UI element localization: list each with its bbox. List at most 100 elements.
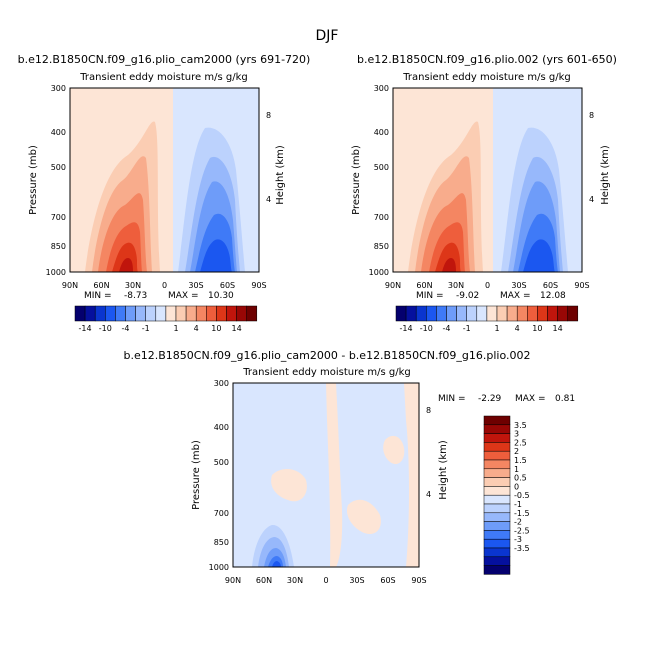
panel-left-contour <box>200 239 232 272</box>
colorbar-swatch <box>483 538 511 549</box>
colorbar-label: -1.5 <box>514 509 530 518</box>
colorbar-label: 10 <box>532 324 542 333</box>
colorbar-swatch <box>84 305 96 322</box>
colorbar-label: -1 <box>514 500 522 509</box>
panel-right-y-tick: 700 <box>374 213 389 222</box>
colorbar-swatch <box>115 305 126 322</box>
panel-right-contour <box>442 258 456 272</box>
colorbar-swatch <box>405 305 417 322</box>
colorbar-swatch <box>483 468 511 478</box>
colorbar-swatch <box>74 305 86 322</box>
panel-right-x-tick: 0 <box>485 281 490 290</box>
panel-left-y-right-tick: 8 <box>266 111 271 120</box>
colorbar-label: 4 <box>194 324 199 333</box>
panel-difference-y-tick: 400 <box>214 423 229 432</box>
panel-right-max-value: 12.08 <box>540 291 566 301</box>
panel-difference-contour <box>271 468 307 502</box>
panel-right-x-tick: 30N <box>448 281 464 290</box>
panel-left-x-tick: 90S <box>251 281 266 290</box>
colorbar-swatch <box>436 305 447 322</box>
panel-left-colorbar: -14 -10 -4 -1 1 4 10 14 <box>74 305 258 333</box>
colorbar-label: 1 <box>514 465 519 474</box>
panel-left-x-tick: 30S <box>188 281 203 290</box>
panel-difference-x-tick: 60N <box>256 576 272 585</box>
panel-right-x-tick: 60S <box>543 281 558 290</box>
colorbar-swatch <box>483 415 511 426</box>
colorbar-label: -2 <box>514 518 522 527</box>
panel-right: b.e12.B1850CN.f09_g16.plio.002 (yrs 601-… <box>351 53 617 333</box>
panel-left-x-tick: 60S <box>220 281 235 290</box>
panel-right-x-tick: 90S <box>574 281 589 290</box>
colorbar-swatch <box>446 305 457 322</box>
colorbar-swatch <box>483 547 511 558</box>
panel-left-x-tick: 30N <box>125 281 141 290</box>
panel-right-subtitle: Transient eddy moisture m/s g/kg <box>402 72 570 83</box>
panel-left-frame <box>69 87 260 273</box>
colorbar-swatch <box>236 305 247 322</box>
panel-left-x-tick: 90N <box>62 281 78 290</box>
panel-difference-y-axis: 300 400 500 700 850 1000 Pressure (mb) 8… <box>191 379 449 572</box>
colorbar-label: 4 <box>515 324 520 333</box>
panel-right-y-tick: 300 <box>374 84 389 93</box>
colorbar-label: -2.5 <box>514 526 530 535</box>
panel-difference-y-right-tick: 8 <box>426 406 431 415</box>
panel-left-y-right-label: Height (km) <box>275 145 286 205</box>
colorbar-swatch <box>246 305 258 322</box>
colorbar-swatch <box>135 305 146 322</box>
panel-left-y-axis: 300 400 500 700 850 1000 Pressure (mb) 8… <box>28 84 286 277</box>
panel-right-x-tick: 90N <box>385 281 401 290</box>
colorbar-swatch <box>483 424 511 434</box>
panel-difference-contour <box>346 499 381 535</box>
colorbar-swatch <box>226 305 237 322</box>
panel-difference-y-right-label: Height (km) <box>438 440 449 500</box>
panel-left-subtitle: Transient eddy moisture m/s g/kg <box>79 72 247 83</box>
panel-difference-max-value: 0.81 <box>555 394 575 404</box>
colorbar-swatch <box>145 305 157 322</box>
colorbar-swatch <box>557 305 568 322</box>
colorbar-label: 3 <box>514 430 519 439</box>
panel-difference-max-label: MAX = <box>515 394 546 404</box>
colorbar-label: -14 <box>400 324 413 333</box>
panel-right-y-tick: 850 <box>374 242 389 251</box>
panel-difference-y-label: Pressure (mb) <box>191 440 202 510</box>
colorbar-swatch <box>185 305 197 322</box>
panel-left-contour <box>119 258 133 272</box>
panel-difference-x-tick: 30S <box>349 576 364 585</box>
panel-difference-contour <box>404 383 419 567</box>
panel-right-y-right-tick: 8 <box>589 111 594 120</box>
panel-difference-y-tick: 500 <box>214 458 229 467</box>
panel-right-y-tick: 400 <box>374 128 389 137</box>
colorbar-label: 14 <box>232 324 242 333</box>
panel-left-y-right-tick: 4 <box>266 195 271 204</box>
colorbar-swatch <box>216 305 227 322</box>
panel-left-stats: MIN = -8.73 MAX = 10.30 <box>84 291 234 301</box>
panel-difference-contour <box>383 435 405 465</box>
panel-difference-plot <box>232 382 420 568</box>
colorbar-swatch <box>426 305 437 322</box>
panel-left-y-tick: 850 <box>51 242 66 251</box>
panel-difference-x-tick: 30N <box>287 576 303 585</box>
panel-right-stats: MIN = -9.02 MAX = 12.08 <box>416 291 566 301</box>
colorbar-swatch <box>483 433 511 443</box>
panel-difference-x-tick: 90N <box>225 576 241 585</box>
colorbar-swatch <box>476 305 488 322</box>
panel-left: b.e12.B1850CN.f09_g16.plio_cam2000 (yrs … <box>18 53 311 333</box>
panel-left-y-tick: 300 <box>51 84 66 93</box>
colorbar-label: -1 <box>463 324 471 333</box>
colorbar-swatch <box>483 442 511 452</box>
panel-left-max-label: MAX = <box>168 291 199 301</box>
colorbar-swatch <box>496 305 508 322</box>
panel-left-max-value: 10.30 <box>208 291 234 301</box>
colorbar-label: 0 <box>514 482 519 491</box>
panel-difference-x-axis: 90N 60N 30N 0 30S 60S 90S <box>225 576 427 585</box>
colorbar-label: 1 <box>494 324 499 333</box>
panel-left-y-tick: 500 <box>51 163 66 172</box>
colorbar-swatch <box>483 521 511 531</box>
colorbar-swatch <box>483 477 511 487</box>
panel-right-y-tick: 500 <box>374 163 389 172</box>
panel-right-y-right-tick: 4 <box>589 195 594 204</box>
panel-right-frame <box>392 87 583 273</box>
colorbar-label: 1.5 <box>514 456 527 465</box>
panel-left-y-tick: 700 <box>51 213 66 222</box>
